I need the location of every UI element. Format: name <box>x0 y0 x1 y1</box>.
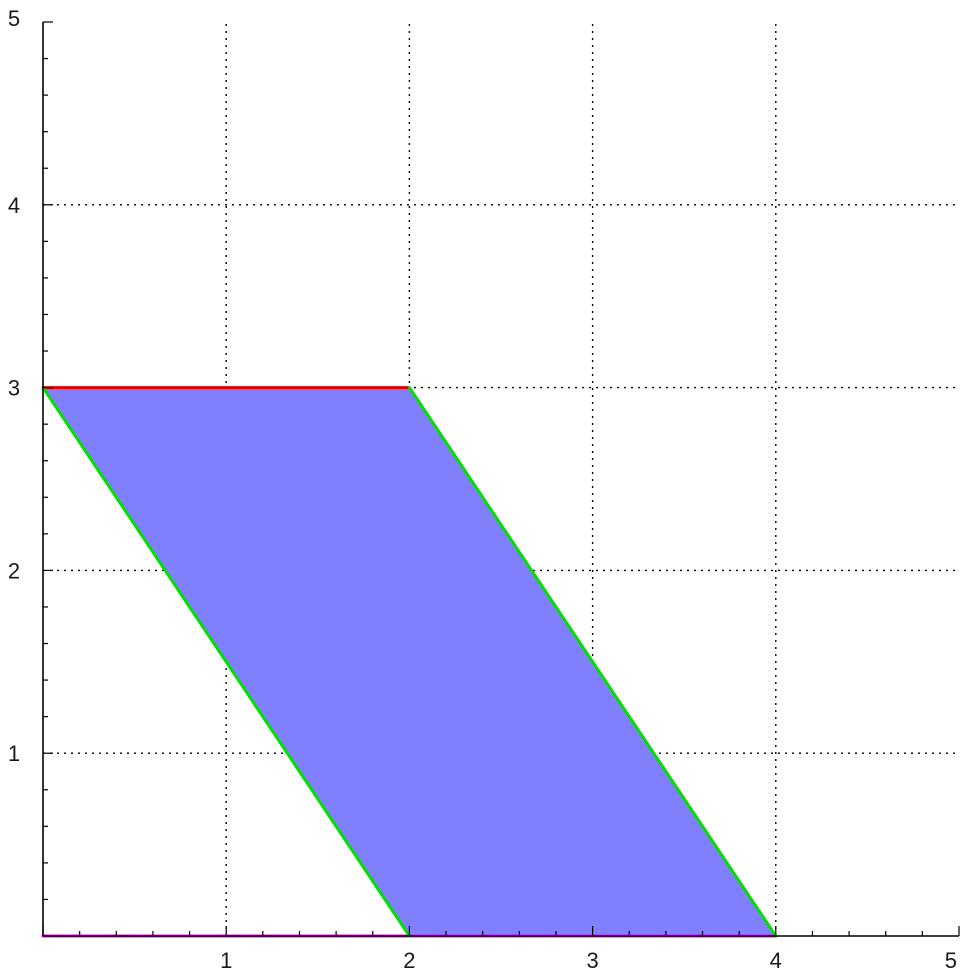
feasible-region <box>43 387 776 937</box>
y-tick-label: 4 <box>8 193 20 218</box>
x-tick-label: 2 <box>403 948 415 973</box>
x-tick-label: 5 <box>945 948 957 973</box>
x-tick-label: 1 <box>220 948 232 973</box>
y-tick-label: 2 <box>8 558 20 583</box>
x-tick-label: 4 <box>770 948 782 973</box>
region-polygon <box>43 387 776 937</box>
x-tick-label: 3 <box>586 948 598 973</box>
y-tick-label: 5 <box>8 6 20 31</box>
axes <box>42 22 959 937</box>
y-tick-label: 1 <box>8 741 20 766</box>
series-line-4 <box>407 386 778 938</box>
series-line-3 <box>41 386 411 938</box>
y-tick-label: 3 <box>8 376 20 401</box>
tick-labels: 1 2 3 4 5 1 2 3 4 5 <box>8 6 957 973</box>
ticks <box>42 21 960 937</box>
